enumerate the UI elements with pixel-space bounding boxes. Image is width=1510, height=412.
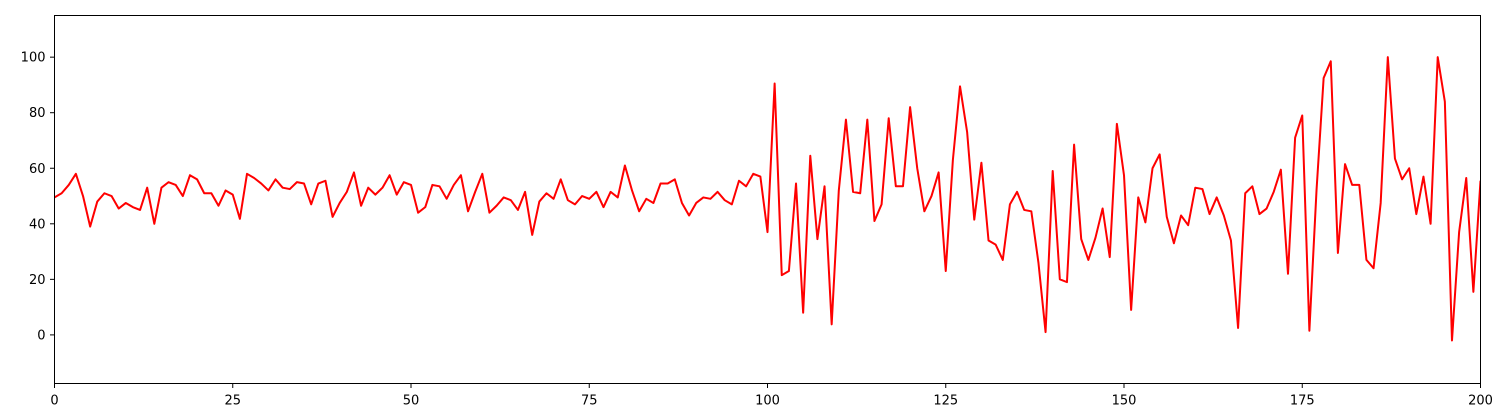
- x-tick-label: 50: [403, 394, 420, 409]
- x-tick-label: 125: [933, 394, 958, 409]
- y-tick-label: 0: [37, 328, 45, 343]
- x-tick-label: 150: [1112, 394, 1137, 409]
- x-tick-label: 0: [50, 394, 58, 409]
- x-tick-label: 200: [1468, 394, 1493, 409]
- axes: 0 25 50 75 100 125 150 175 200 0 20 40 60 80 100: [21, 15, 1493, 409]
- x-tick-label: 75: [581, 394, 598, 409]
- y-tick-label: 60: [29, 162, 46, 177]
- x-tick-label: 175: [1290, 394, 1315, 409]
- y-tick-label: 80: [29, 106, 46, 121]
- y-tick-label: 100: [21, 51, 46, 66]
- y-tick-label: 20: [29, 273, 46, 288]
- series-line-0: [54, 56, 1481, 342]
- plot-area: [54, 56, 1481, 342]
- y-tick-label: 40: [29, 217, 46, 232]
- x-tick-label: 100: [755, 394, 780, 409]
- x-tick-label: 25: [224, 394, 241, 409]
